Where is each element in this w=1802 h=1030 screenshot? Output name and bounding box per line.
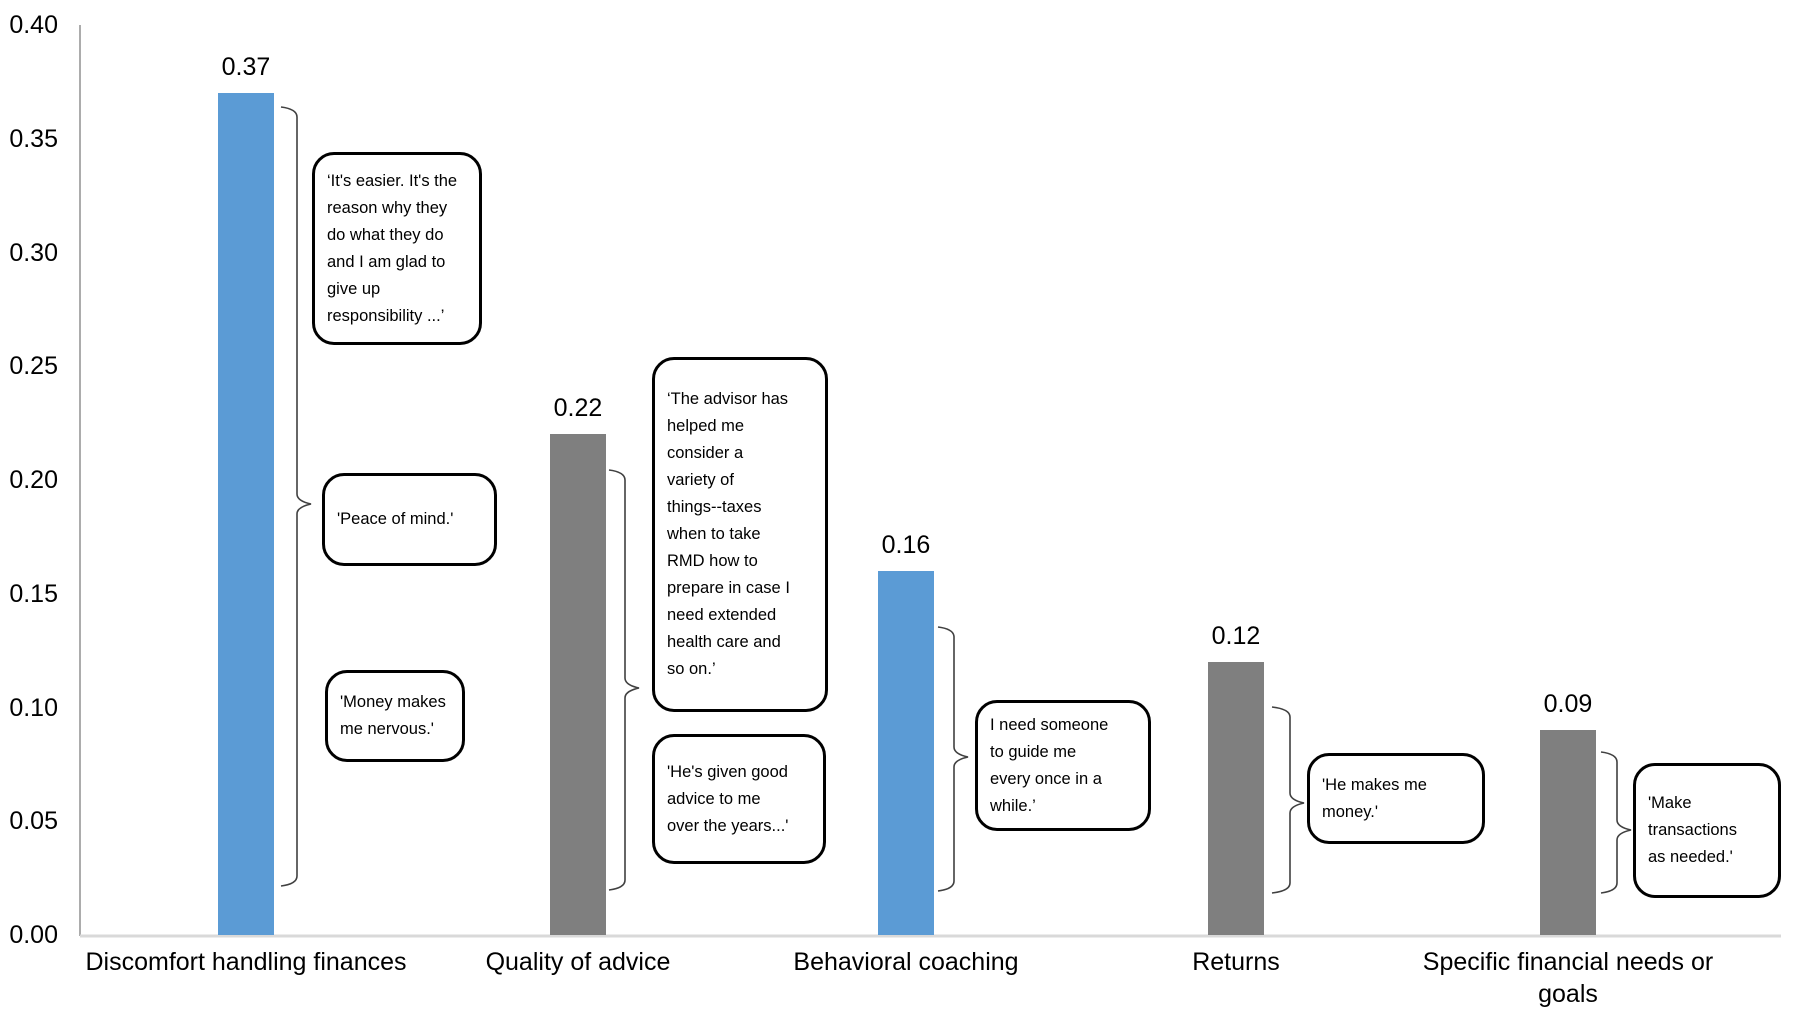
callout-bubble-7: 'Make transactions as needed.' [1633,763,1781,898]
y-tick-0.10: 0.10 [9,694,58,722]
callout-text: 'He's given good advice to me over the y… [667,762,789,835]
brace-group [280,106,1632,894]
callout-text: 'Make transactions as needed.' [1648,794,1737,866]
callout-text: 'Peace of mind.' [337,510,454,528]
x-label-returns: Returns [1192,948,1280,976]
callout-text: 'He makes me money.' [1322,775,1427,821]
bar-value-label-specific-financial-needs-or-goals: 0.09 [1543,690,1593,718]
callout-text: 'Money makes me nervous.' [340,693,446,738]
bar-value-label-behavioral-coaching: 0.16 [881,531,931,559]
x-label-discomfort-handling-finances: Discomfort handling finances [85,948,407,976]
callout-bubble-1: 'Peace of mind.' [322,473,497,566]
x-label-quality-of-advice: Quality of advice [485,948,671,976]
callout-text: ‘The advisor has helped me consider a va… [667,390,790,678]
bar-quality-of-advice [550,434,606,935]
callout-text: I need someone to guide me every once in… [990,715,1109,815]
callout-bubble-3: ‘The advisor has helped me consider a va… [652,357,828,712]
y-tick-0.35: 0.35 [9,125,58,153]
brace-returns [1271,706,1305,894]
bar-specific-financial-needs-or-goals [1540,730,1596,935]
x-label-behavioral-coaching: Behavioral coaching [793,948,1019,976]
y-tick-0.30: 0.30 [9,239,58,267]
bar-value-label-quality-of-advice: 0.22 [553,394,603,422]
y-tick-0.25: 0.25 [9,352,58,380]
bar-discomfort-handling-finances [218,93,274,935]
bar-behavioral-coaching [878,571,934,935]
brace-discomfort-handling-finances [280,106,312,887]
bar-value-label-discomfort-handling-finances: 0.37 [221,53,271,81]
callout-text: ‘It's easier. It's the reason why they d… [327,171,458,325]
callout-bubble-2: 'Money makes me nervous.' [325,670,465,762]
bar-value-label-returns: 0.12 [1211,622,1261,650]
y-tick-0.40: 0.40 [9,11,58,39]
x-label-specific-financial-needs-or-goals: Specific financial needs or goals [1422,948,1714,1008]
bar-returns [1208,662,1264,935]
y-tick-0.15: 0.15 [9,580,58,608]
y-tick-0.00: 0.00 [9,921,58,949]
callout-bubble-5: I need someone to guide me every once in… [975,700,1151,831]
brace-specific-financial-needs-or-goals [1600,751,1632,894]
callout-bubble-0: ‘It's easier. It's the reason why they d… [312,152,482,345]
brace-quality-of-advice [608,469,640,891]
y-tick-0.05: 0.05 [9,807,58,835]
callout-bubble-4: 'He's given good advice to me over the y… [652,734,826,864]
y-tick-0.20: 0.20 [9,466,58,494]
brace-behavioral-coaching [937,626,969,892]
callout-bubble-6: 'He makes me money.' [1307,753,1485,844]
